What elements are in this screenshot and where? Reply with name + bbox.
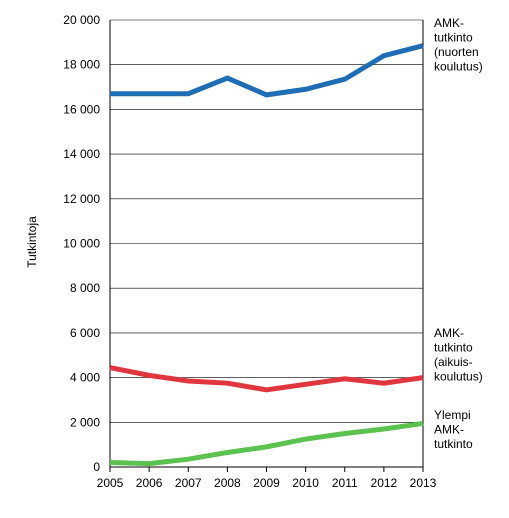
series-label-line: AMK-	[434, 16, 464, 30]
series-labels: AMK-tutkinto(nuortenkoulutus)AMK-tutkint…	[434, 16, 483, 451]
y-tick-label: 6 000	[70, 326, 100, 340]
series-label-line: koulutus)	[434, 60, 483, 74]
y-tick-label: 20 000	[63, 13, 100, 27]
series-line-ylempi-amk	[109, 420, 424, 467]
gridlines	[110, 19, 423, 423]
y-tick-label: 0	[93, 460, 100, 474]
x-tick-label: 2006	[136, 476, 163, 490]
y-tick-label: 18 000	[63, 58, 100, 72]
y-tick-label: 4 000	[70, 371, 100, 385]
y-tick-label: 10 000	[63, 237, 100, 251]
y-tick-label: 14 000	[63, 147, 100, 161]
series-label-line: koulutus)	[434, 370, 483, 384]
x-tick-label: 2012	[371, 476, 398, 490]
x-tick-label: 2009	[253, 476, 280, 490]
series-line-amk-aikuis	[109, 365, 424, 393]
series-label-line: (aikuis-	[434, 355, 473, 369]
series-label-line: tutkinto	[434, 341, 473, 355]
y-tick-label: 16 000	[63, 102, 100, 116]
y-tick-label: 2 000	[70, 415, 100, 429]
series-label-amk-aikuis: AMK-tutkinto(aikuis-koulutus)	[434, 326, 483, 384]
series-label-line: AMK-	[434, 423, 464, 437]
series-label-line: (nuorten	[434, 45, 479, 59]
x-tick-labels: 2005 2006 2007 2008 2009 2010 2011 2012 2013	[97, 476, 437, 490]
y-axis-title: Tutkintoja	[25, 216, 39, 268]
x-tick-label: 2008	[214, 476, 241, 490]
y-tick-label: 12 000	[63, 192, 100, 206]
x-tick-label: 2007	[175, 476, 202, 490]
series-line-amk-nuorten	[110, 43, 424, 98]
y-tick-labels: 0 2 000 4 000 6 000 8 000 10 000 12 000 14 000 1…	[63, 13, 100, 474]
x-tick-label: 2005	[97, 476, 124, 490]
series-label-line: tutkinto	[434, 437, 473, 451]
series-label-line: AMK-	[434, 326, 464, 340]
x-tick-label: 2011	[332, 476, 358, 490]
series-lines	[109, 43, 424, 467]
x-tick-label: 2013	[410, 476, 437, 490]
series-label-line: tutkinto	[434, 31, 473, 45]
series-label-line: Ylempi	[434, 408, 471, 422]
axes	[109, 20, 424, 472]
x-tick-label: 2010	[292, 476, 319, 490]
y-tick-label: 8 000	[70, 281, 100, 295]
